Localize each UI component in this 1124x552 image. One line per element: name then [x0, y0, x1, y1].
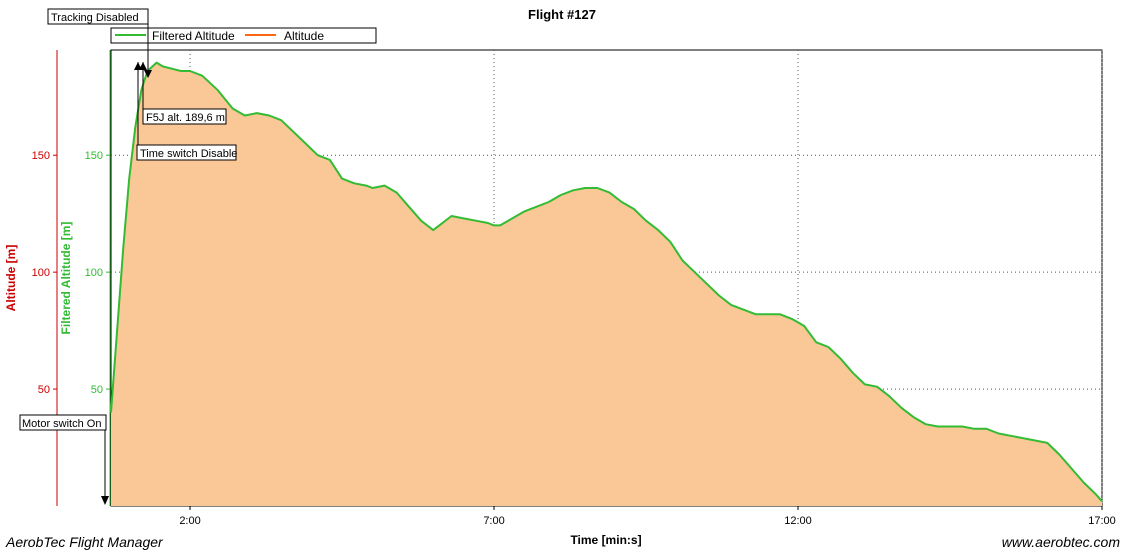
filtered-axis-ticks: 50 100 150 — [85, 150, 110, 396]
annotation-tracking-arrow — [144, 70, 152, 78]
filtered-tick-label-2: 150 — [85, 150, 103, 162]
x-axis-ticks: 2:00 7:00 12:00 17:00 — [179, 506, 1116, 527]
annotation-f5j-box — [142, 108, 227, 125]
annotation-tracking-text: Tracking Disabled — [51, 12, 139, 24]
legend-label-filtered-altitude: Filtered Altitude — [152, 29, 235, 43]
left-tick-label-1: 100 — [32, 267, 50, 279]
annotations: Tracking Disabled Time switch Disable F5… — [19, 8, 237, 505]
annotation-motor-box — [19, 414, 107, 431]
footer-website: www.aerobtec.com — [1002, 534, 1121, 550]
x-tick-label-1: 7:00 — [483, 515, 504, 527]
filtered-tick-label-0: 50 — [91, 384, 103, 396]
annotation-tracking-box — [47, 8, 149, 25]
annotation-time-switch-box — [136, 144, 237, 161]
annotation-motor-text: Motor switch On — [22, 418, 101, 430]
area-layer — [111, 62, 1102, 506]
footer-app-name: AerobTec Flight Manager — [5, 534, 164, 550]
legend-label-altitude: Altitude — [284, 29, 324, 43]
x-axis-title: Time [min:s] — [570, 533, 641, 547]
x-tick-label-3: 17:00 — [1088, 515, 1116, 527]
legend: Filtered Altitude Altitude — [110, 27, 377, 44]
line-layer — [110, 61, 1103, 502]
x-tick-label-0: 2:00 — [179, 515, 200, 527]
series-altitude-area — [111, 62, 1102, 506]
annotation-f5j-arrow — [139, 62, 147, 70]
filtered-tick-label-1: 100 — [85, 267, 103, 279]
left-axis-ticks: 50 100 150 — [32, 150, 57, 396]
filtered-axis-title: Filtered Altitude [m] — [59, 222, 73, 335]
chart-title: Flight #127 — [528, 7, 596, 22]
annotation-motor-arrow — [101, 496, 109, 505]
left-axis-title: Altitude [m] — [4, 245, 18, 312]
left-tick-label-0: 50 — [38, 384, 50, 396]
x-tick-label-2: 12:00 — [784, 515, 812, 527]
left-tick-label-2: 150 — [32, 150, 50, 162]
legend-box — [110, 27, 377, 44]
annotation-f5j-text: F5J alt. 189,6 m — [146, 112, 225, 124]
annotation-time-switch-text: Time switch Disable — [140, 148, 237, 160]
series-filtered-altitude-line — [110, 61, 1103, 502]
